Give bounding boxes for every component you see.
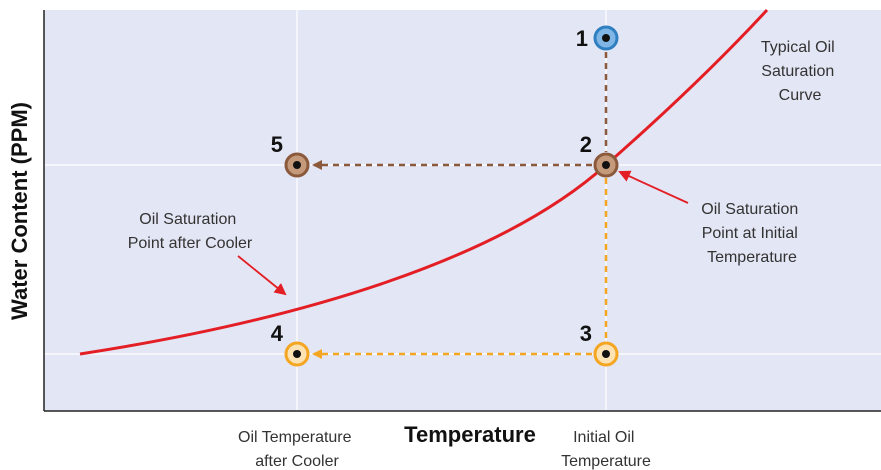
annotation-cooler-text: Oil Saturation Point after Cooler (128, 211, 253, 252)
y-axis-label: Water Content (PPM) (7, 102, 32, 320)
plot-area (44, 10, 881, 411)
point-4-label: 4 (271, 321, 284, 346)
point-4: 4 (271, 321, 310, 367)
point-3: 3 (580, 321, 619, 367)
saturation-curve (79, 8, 769, 356)
annotation-arrow-initial (618, 170, 689, 204)
point-5: 5 (271, 132, 310, 178)
x-tick-label-initial: Initial Oil Temperature (561, 429, 651, 470)
annotation-initial-text: Oil Saturation Point at Initial Temperat… (701, 201, 802, 266)
point-1-label: 1 (576, 26, 588, 51)
annotation-arrow-cooler (237, 255, 287, 296)
point-1: 1 (576, 25, 619, 51)
point-5-label: 5 (271, 132, 283, 157)
point-2-label: 2 (580, 132, 592, 157)
point-3-label: 3 (580, 321, 592, 346)
curve-label: Typical Oil Saturation Curve (761, 39, 839, 104)
x-axis-label: Temperature (404, 422, 536, 447)
x-tick-label-cooler: Oil Temperature after Cooler (238, 429, 356, 470)
point-2: 2 (580, 132, 619, 178)
